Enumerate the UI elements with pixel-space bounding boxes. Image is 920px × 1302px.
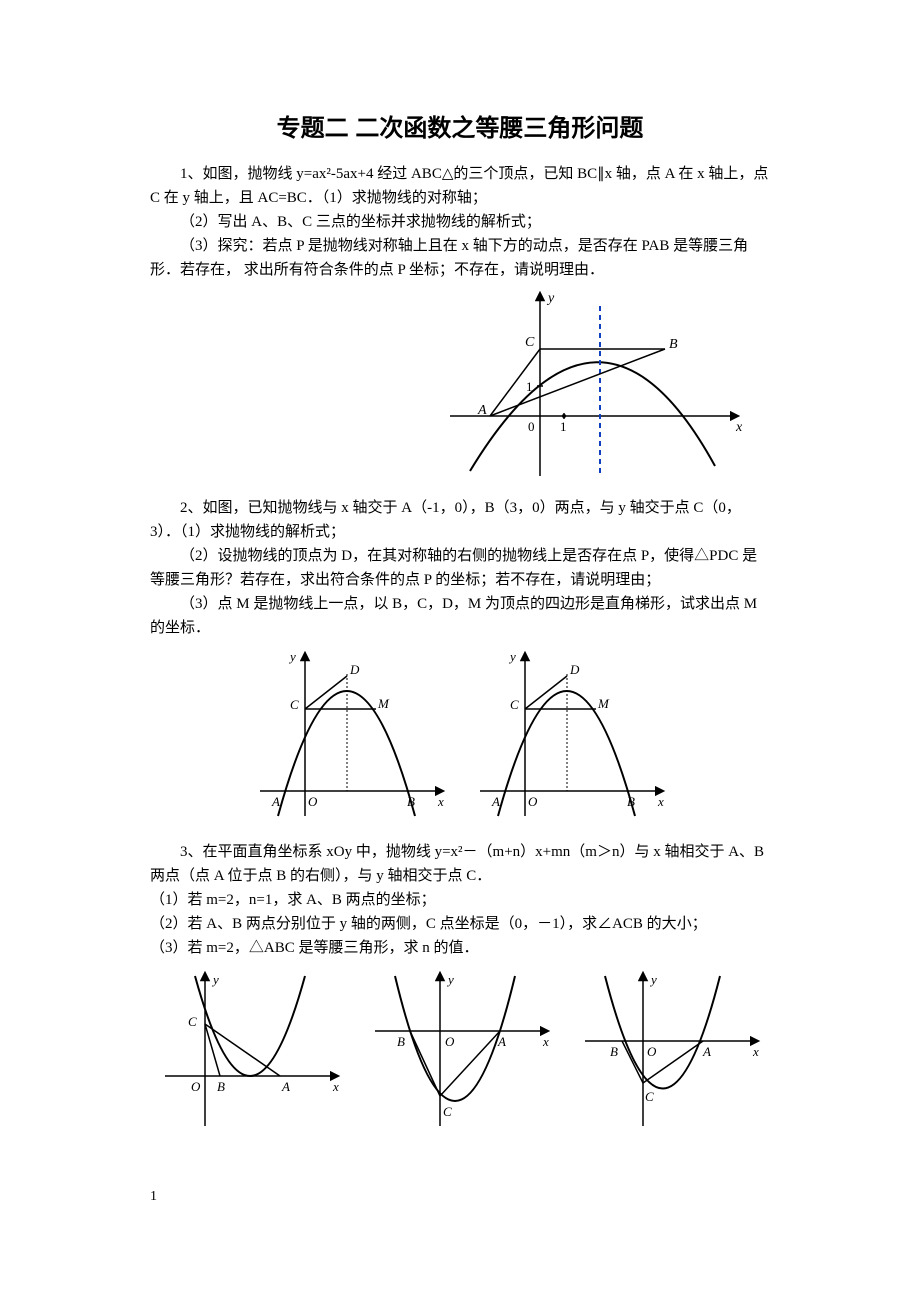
- p1-sub3: （3）探究：若点 P 是抛物线对称轴上且在 x 轴下方的动点，是否存在 PAB …: [150, 234, 770, 282]
- p3c-A: A: [702, 1044, 711, 1059]
- p2-question: 2、如图，已知抛物线与 x 轴交于 A（-1，0），B（3，0）两点，与 y 轴…: [150, 496, 770, 544]
- p3c-C: C: [645, 1089, 654, 1104]
- p1-figure: x y A B C 0 1 1: [440, 286, 750, 486]
- p2b-O: O: [528, 794, 538, 809]
- p2-figure-2: x y A B C D M O: [470, 646, 670, 826]
- p3a-A: A: [281, 1079, 290, 1094]
- p2-figure-row: x y A B C D M O x y A B C: [150, 646, 770, 826]
- p1-A-label: A: [477, 403, 487, 418]
- p2b-M: M: [597, 696, 610, 711]
- p2a-y: y: [288, 649, 296, 664]
- p2a-A: A: [271, 794, 280, 809]
- p2b-C: C: [510, 697, 519, 712]
- p3a-x: x: [332, 1079, 339, 1094]
- p2-figure-1: x y A B C D M O: [250, 646, 450, 826]
- p1-0-label: 0: [528, 419, 535, 434]
- p3-figure-3: x y B O A C: [575, 966, 765, 1136]
- p3a-y: y: [211, 972, 219, 987]
- p2b-D: D: [569, 662, 580, 677]
- p1-1x-label: 1: [560, 419, 567, 434]
- p3a-O: O: [191, 1079, 201, 1094]
- p1-sub2: （2）写出 A、B、C 三点的坐标并求抛物线的解析式；: [150, 210, 770, 234]
- p3b-O: O: [445, 1034, 455, 1049]
- p3-figure-1: x y C O B A: [155, 966, 345, 1136]
- p2a-M: M: [377, 696, 390, 711]
- p3c-B: B: [610, 1044, 618, 1059]
- p3-sub1: （1）若 m=2，n=1，求 A、B 两点的坐标；: [150, 888, 770, 912]
- p3c-x: x: [752, 1044, 759, 1059]
- p3b-B: B: [397, 1034, 405, 1049]
- page-number: 1: [150, 1186, 770, 1208]
- p3b-A: A: [497, 1034, 506, 1049]
- p2b-y: y: [508, 649, 516, 664]
- p3-sub3: （3）若 m=2，△ABC 是等腰三角形，求 n 的值．: [150, 936, 770, 960]
- p3a-C: C: [188, 1014, 197, 1029]
- p2a-O: O: [308, 794, 318, 809]
- p3-question: 3、在平面直角坐标系 xOy 中，抛物线 y=x²－（m+n）x+mn（m＞n）…: [150, 840, 770, 888]
- p1-C-label: C: [525, 335, 535, 350]
- p1-B-label: B: [669, 337, 678, 352]
- p3c-y: y: [649, 972, 657, 987]
- p2a-B: B: [407, 794, 415, 809]
- p2b-x: x: [657, 794, 664, 809]
- p3-figure-2: x y B O A C: [365, 966, 555, 1136]
- p3c-O: O: [647, 1044, 657, 1059]
- p2-sub2: （2）设抛物线的顶点为 D，在其对称轴的右侧的抛物线上是否存在点 P，使得△PD…: [150, 544, 770, 592]
- p1-figure-wrap: x y A B C 0 1 1: [150, 286, 770, 486]
- p3-sub2: （2）若 A、B 两点分别位于 y 轴的两侧，C 点坐标是（0，－1），求∠AC…: [150, 912, 770, 936]
- p3b-y: y: [446, 972, 454, 987]
- p2a-D: D: [349, 662, 360, 677]
- p3-figure-row: x y C O B A x y B O A C: [150, 966, 770, 1136]
- page-title: 专题二 二次函数之等腰三角形问题: [150, 110, 770, 148]
- p2b-A: A: [491, 794, 500, 809]
- p1-question: 1、如图，抛物线 y=ax²-5ax+4 经过 ABC△的三个顶点，已知 BC∥…: [150, 162, 770, 210]
- p2-sub3: （3）点 M 是抛物线上一点，以 B，C，D，M 为顶点的四边形是直角梯形，试求…: [150, 592, 770, 640]
- p3b-C: C: [443, 1104, 452, 1119]
- p1-x-label: x: [735, 420, 743, 435]
- p2a-C: C: [290, 697, 299, 712]
- p1-1y-label: 1: [526, 379, 533, 394]
- p3a-B: B: [217, 1079, 225, 1094]
- p2b-B: B: [627, 794, 635, 809]
- page: 专题二 二次函数之等腰三角形问题 1、如图，抛物线 y=ax²-5ax+4 经过…: [0, 0, 920, 1269]
- p2a-x: x: [437, 794, 444, 809]
- p1-y-label: y: [546, 291, 555, 306]
- p3b-x: x: [542, 1034, 549, 1049]
